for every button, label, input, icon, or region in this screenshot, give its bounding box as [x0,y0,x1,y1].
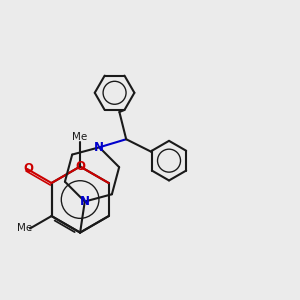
Text: N: N [80,195,90,208]
Text: Me: Me [73,132,88,142]
Text: Me: Me [17,224,33,233]
Text: O: O [75,160,85,173]
Text: N: N [94,141,104,154]
Text: O: O [24,163,34,176]
